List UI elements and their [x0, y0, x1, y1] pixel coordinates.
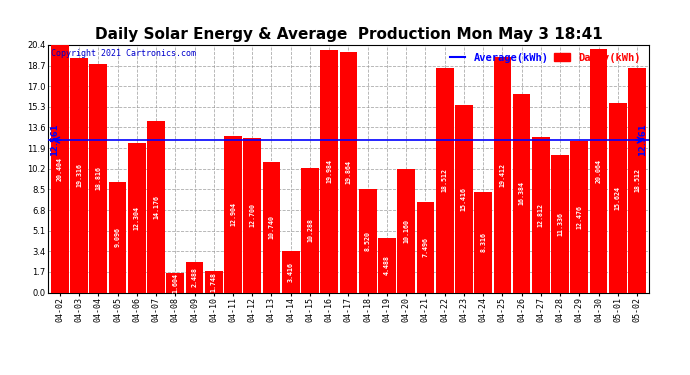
- Text: 10.740: 10.740: [268, 215, 275, 239]
- Text: 8.316: 8.316: [480, 232, 486, 252]
- Bar: [436, 68, 453, 292]
- Text: 9.096: 9.096: [115, 227, 121, 248]
- Text: 19.864: 19.864: [346, 160, 351, 184]
- Text: 15.624: 15.624: [615, 186, 621, 210]
- Bar: [263, 162, 280, 292]
- Bar: [166, 273, 184, 292]
- Bar: [571, 141, 588, 292]
- Bar: [455, 105, 473, 292]
- Text: 15.416: 15.416: [461, 187, 467, 211]
- Bar: [205, 271, 223, 292]
- Text: 12.476: 12.476: [576, 205, 582, 229]
- Text: 12.700: 12.700: [249, 204, 255, 228]
- Text: 20.064: 20.064: [595, 159, 602, 183]
- Bar: [628, 68, 646, 292]
- Text: 1.604: 1.604: [172, 273, 178, 293]
- Text: Copyright 2021 Cartronics.com: Copyright 2021 Cartronics.com: [51, 49, 196, 58]
- Text: 10.160: 10.160: [403, 219, 409, 243]
- Bar: [320, 50, 338, 292]
- Bar: [532, 137, 550, 292]
- Bar: [224, 136, 242, 292]
- Bar: [359, 189, 377, 292]
- Text: 11.336: 11.336: [557, 212, 563, 236]
- Text: 14.176: 14.176: [153, 195, 159, 219]
- Bar: [590, 49, 607, 292]
- Text: 3.416: 3.416: [288, 262, 294, 282]
- Text: 18.816: 18.816: [95, 166, 101, 190]
- Bar: [513, 94, 531, 292]
- Title: Daily Solar Energy & Average  Production Mon May 3 18:41: Daily Solar Energy & Average Production …: [95, 27, 602, 42]
- Legend: Average(kWh), Daily(kWh): Average(kWh), Daily(kWh): [450, 53, 640, 63]
- Text: 18.512: 18.512: [442, 168, 448, 192]
- Text: 12.304: 12.304: [134, 206, 140, 230]
- Bar: [378, 238, 396, 292]
- Text: 2.488: 2.488: [192, 267, 197, 287]
- Text: 19.984: 19.984: [326, 159, 332, 183]
- Bar: [397, 169, 415, 292]
- Text: 19.412: 19.412: [500, 163, 505, 187]
- Bar: [609, 103, 627, 292]
- Bar: [282, 251, 299, 292]
- Bar: [301, 168, 319, 292]
- Bar: [109, 182, 126, 292]
- Bar: [90, 64, 107, 292]
- Bar: [147, 120, 165, 292]
- Bar: [244, 138, 261, 292]
- Text: 8.520: 8.520: [365, 231, 371, 251]
- Text: 1.748: 1.748: [210, 272, 217, 292]
- Text: 12.812: 12.812: [538, 203, 544, 227]
- Bar: [128, 143, 146, 292]
- Text: 16.384: 16.384: [519, 181, 524, 205]
- Bar: [474, 192, 492, 292]
- Bar: [551, 155, 569, 292]
- Text: 7.496: 7.496: [422, 237, 428, 257]
- Bar: [493, 57, 511, 292]
- Bar: [51, 45, 69, 292]
- Bar: [70, 58, 88, 292]
- Text: 20.404: 20.404: [57, 157, 63, 181]
- Text: 19.316: 19.316: [76, 164, 82, 188]
- Text: 4.488: 4.488: [384, 255, 390, 275]
- Text: 10.288: 10.288: [307, 218, 313, 242]
- Bar: [186, 262, 204, 292]
- Text: 12.904: 12.904: [230, 202, 236, 226]
- Text: 18.512: 18.512: [634, 168, 640, 192]
- Bar: [417, 201, 434, 292]
- Text: 12.561: 12.561: [638, 124, 647, 156]
- Bar: [339, 51, 357, 292]
- Text: 12.561: 12.561: [50, 124, 59, 156]
